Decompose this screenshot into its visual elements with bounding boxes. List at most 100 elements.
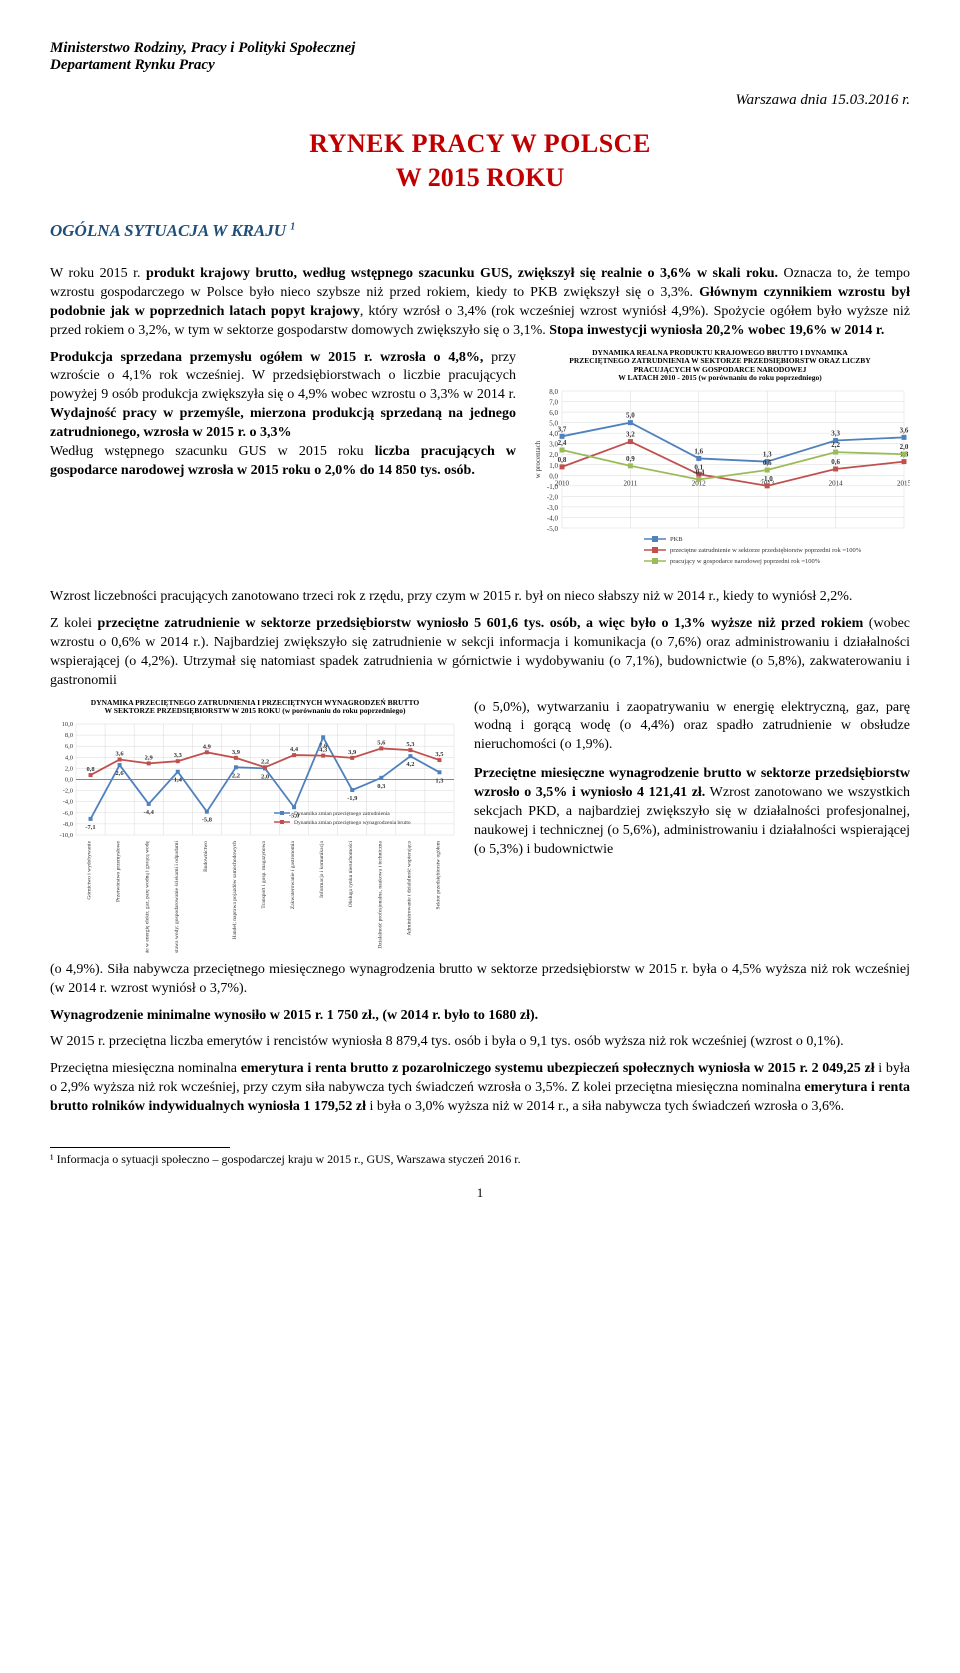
svg-text:2,6: 2,6: [116, 770, 125, 777]
leftcol-1: Produkcja sprzedana przemysłu ogółem w 2…: [50, 349, 516, 581]
page-number: 1: [50, 1185, 910, 1201]
svg-text:2015: 2015: [897, 479, 910, 487]
svg-text:-3,0: -3,0: [547, 504, 559, 512]
svg-text:pracujący w gospodarce narodow: pracujący w gospodarce narodowej poprzed…: [670, 558, 821, 565]
svg-text:2,0: 2,0: [65, 765, 73, 772]
svg-text:-1,9: -1,9: [347, 795, 358, 802]
svg-text:-7,1: -7,1: [85, 824, 95, 831]
svg-text:5,6: 5,6: [377, 739, 386, 746]
svg-text:-5,8: -5,8: [202, 816, 213, 823]
svg-text:1,6: 1,6: [694, 448, 703, 456]
svg-text:3,2: 3,2: [626, 431, 635, 439]
svg-text:2,2: 2,2: [831, 441, 840, 449]
svg-text:Administrowanie i działalność: Administrowanie i działalność wspierając…: [406, 840, 412, 935]
svg-text:-4,4: -4,4: [144, 809, 155, 816]
block-chart1: Produkcja sprzedana przemysłu ogółem w 2…: [50, 349, 910, 581]
svg-text:1,3: 1,3: [435, 777, 444, 784]
svg-text:3,6: 3,6: [900, 426, 909, 434]
svg-text:w procentach: w procentach: [534, 440, 542, 478]
svg-text:5,3: 5,3: [406, 741, 415, 748]
svg-text:2,2: 2,2: [232, 772, 240, 779]
after-chart1: Wzrost liczebności pracujących zanotowan…: [50, 588, 910, 607]
chart2-title: DYNAMIKA PRZECIĘTNEGO ZATRUDNIENIA I PRZ…: [50, 699, 460, 716]
svg-text:2,0: 2,0: [900, 443, 909, 451]
svg-text:2,9: 2,9: [145, 754, 154, 761]
svg-text:PKB: PKB: [670, 536, 683, 543]
svg-text:4,9: 4,9: [203, 743, 212, 750]
svg-text:7,0: 7,0: [549, 399, 558, 407]
chart1-svg: -5,0-4,0-3,0-2,0-1,00,01,02,03,04,05,06,…: [530, 385, 910, 580]
svg-text:0,9: 0,9: [626, 455, 635, 463]
svg-text:-0,4: -0,4: [693, 469, 705, 477]
ministry-name: Ministerstwo Rodziny, Pracy i Polityki S…: [50, 40, 910, 57]
chart2-svg: -10,0 -8,0 -6,0 -4,0 -2,0 0,0 2,0 4,0 6,0 8,0 10,0…: [50, 718, 460, 953]
svg-text:8,0: 8,0: [549, 388, 558, 396]
svg-text:4,4: 4,4: [290, 746, 299, 753]
svg-text:2010: 2010: [555, 479, 570, 487]
paragraph-5: Wynagrodzenie minimalne wynosiło w 2015 …: [50, 1007, 910, 1026]
svg-text:Dynamika zmian przeciętnego za: Dynamika zmian przeciętnego zatrudnienia: [294, 811, 390, 817]
svg-text:Informacja i komunikacja: Informacja i komunikacja: [318, 840, 325, 897]
document-date: Warszawa dnia 15.03.2016 r.: [50, 92, 910, 109]
paragraph-3: Z kolei przeciętne zatrudnienie w sektor…: [50, 615, 910, 691]
svg-text:Wytwarzanie i zaopatrywanie w: Wytwarzanie i zaopatrywanie w energię el…: [145, 840, 151, 953]
section-heading-text: OGÓLNA SYTUACJA W KRAJU: [50, 221, 290, 240]
svg-text:Przetwórstwo przemysłowe: Przetwórstwo przemysłowe: [116, 840, 122, 902]
svg-text:-1,0: -1,0: [762, 475, 774, 483]
svg-text:-10,0: -10,0: [59, 832, 73, 839]
svg-text:5,0: 5,0: [626, 412, 635, 420]
svg-text:Budownictwo: Budownictwo: [203, 841, 209, 872]
svg-text:8,0: 8,0: [65, 732, 73, 739]
svg-text:Górnictwo i wydobywanie: Górnictwo i wydobywanie: [87, 840, 93, 899]
svg-text:3,9: 3,9: [348, 749, 357, 756]
svg-text:Obsługa rynku nieruchomości: Obsługa rynku nieruchomości: [348, 840, 354, 907]
svg-text:6,0: 6,0: [549, 409, 558, 417]
svg-text:6,0: 6,0: [65, 743, 73, 750]
svg-text:Działalność profesjonalna, nau: Działalność profesjonalna, naukowa i tec…: [376, 840, 383, 948]
svg-text:0,0: 0,0: [65, 776, 73, 783]
svg-text:-4,0: -4,0: [63, 798, 73, 805]
main-title-line1: RYNEK PRACY W POLSCE: [50, 129, 910, 159]
svg-text:3,5: 3,5: [435, 751, 444, 758]
svg-text:2,2: 2,2: [261, 758, 269, 765]
svg-text:Handel; naprawa pojazdów samoc: Handel; naprawa pojazdów samochodowych: [232, 841, 238, 940]
svg-text:2011: 2011: [624, 479, 638, 487]
svg-text:-8,0: -8,0: [63, 821, 73, 828]
svg-text:Zakwaterowanie i gastronomia: Zakwaterowanie i gastronomia: [290, 840, 296, 909]
svg-text:4,2: 4,2: [406, 761, 414, 768]
rightcol-2: (o 5,0%), wytwarzaniu i zaopatrywaniu w …: [474, 699, 910, 953]
svg-text:4,0: 4,0: [65, 754, 73, 761]
svg-text:3,6: 3,6: [116, 750, 125, 757]
chart1-container: DYNAMIKA REALNA PRODUKTU KRAJOWEGO BRUTT…: [530, 349, 910, 581]
svg-text:2,4: 2,4: [558, 439, 567, 447]
department-name: Departament Rynku Pracy: [50, 57, 910, 74]
svg-text:1,3: 1,3: [763, 451, 772, 459]
svg-text:1,4: 1,4: [174, 776, 183, 783]
footnote-rule: [50, 1147, 230, 1148]
svg-text:3,7: 3,7: [558, 425, 567, 433]
svg-text:-6,0: -6,0: [63, 810, 73, 817]
paragraph-6: W 2015 r. przeciętna liczba emerytów i r…: [50, 1033, 910, 1052]
svg-text:Dostawa wody; gospodarowanie ś: Dostawa wody; gospodarowanie ściekami i …: [174, 840, 180, 952]
svg-text:-5,0: -5,0: [547, 525, 559, 533]
svg-text:Dynamika zmian przeciętnego wy: Dynamika zmian przeciętnego wynagrodzeni…: [294, 820, 411, 826]
chart2-container: DYNAMIKA PRZECIĘTNEGO ZATRUDNIENIA I PRZ…: [50, 699, 460, 953]
block-chart2: DYNAMIKA PRZECIĘTNEGO ZATRUDNIENIA I PRZ…: [50, 699, 910, 953]
paragraph-4: (o 4,9%). Siła nabywcza przeciętnego mie…: [50, 961, 910, 999]
svg-text:-4,0: -4,0: [547, 515, 559, 523]
section-heading: OGÓLNA SYTUACJA W KRAJU 1: [50, 221, 910, 241]
svg-text:4,3: 4,3: [319, 746, 328, 753]
footnote-1: ¹ Informacja o sytuacji społeczno – gosp…: [50, 1152, 910, 1167]
svg-text:przeciętne zatrudnienie w sekt: przeciętne zatrudnienie w sektorze przed…: [670, 547, 862, 554]
svg-text:Sektor przedsiębiorstw ogółem: Sektor przedsiębiorstw ogółem: [435, 840, 441, 909]
svg-text:Transport i gosp. magazynowa: Transport i gosp. magazynowa: [261, 840, 267, 908]
svg-text:0,8: 0,8: [86, 766, 95, 773]
paragraph-7: Przeciętna miesięczna nominalna emerytur…: [50, 1060, 910, 1117]
svg-text:10,0: 10,0: [62, 721, 73, 728]
main-title-line2: W 2015 ROKU: [50, 163, 910, 193]
svg-text:-2,0: -2,0: [63, 787, 73, 794]
svg-text:2014: 2014: [829, 479, 844, 487]
svg-text:0,3: 0,3: [377, 783, 386, 790]
svg-text:3,3: 3,3: [831, 430, 840, 438]
svg-text:3,3: 3,3: [174, 752, 183, 759]
